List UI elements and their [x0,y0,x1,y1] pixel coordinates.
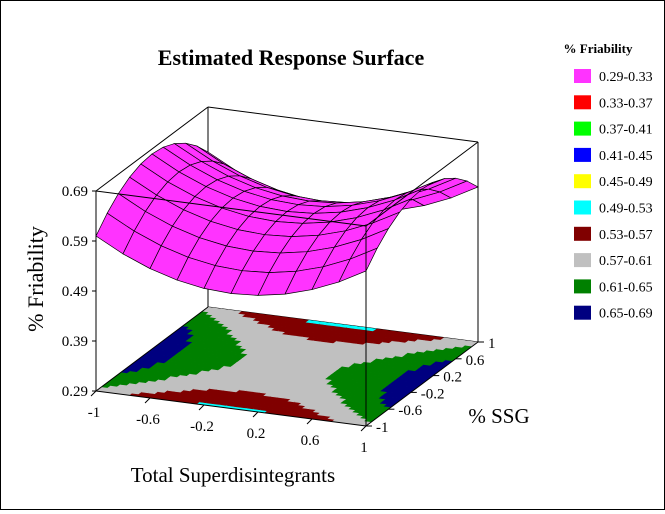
legend-label: 0.57-0.61 [599,254,653,269]
box-edge [95,190,367,227]
chart-title: Estimated Response Surface [158,45,425,70]
z-axis-ticks: 0.29 0.39 0.49 0.59 0.69 [62,184,96,400]
x-tick-mark [198,404,205,411]
response-surface [95,142,479,296]
box-edge [95,106,209,192]
legend-title: % Friability [564,41,633,56]
z-tick-label: 0.69 [62,184,88,200]
x-tick-mark [252,411,259,418]
surface-cell [338,247,378,283]
x-axis-ticks: -1 -0.6 -0.2 0.2 0.6 1 [88,390,368,456]
legend-label: 0.65-0.69 [599,307,653,322]
x-tick-label: -0.2 [190,419,214,435]
legend-label: 0.53-0.57 [599,228,653,243]
legend-swatch [574,279,591,294]
box-front-edges [95,141,479,427]
z-tick-label: 0.29 [62,384,88,400]
x-tick-label: 1 [360,440,368,456]
legend-swatch [574,147,591,162]
z-axis-label: % Friability [23,226,48,332]
legend-swatch [574,226,591,241]
y-tick-label: 1 [488,336,496,352]
box-edge [207,106,479,143]
legend-label: 0.61-0.65 [599,280,653,295]
legend-label: 0.33-0.37 [599,96,653,111]
y-tick-label: -1 [376,420,389,436]
legend-swatch [574,305,591,320]
x-tick-mark [144,397,151,404]
legend-swatch [574,253,591,268]
x-tick-mark [306,418,313,425]
z-tick-label: 0.49 [62,284,88,300]
legend-label: 0.41-0.45 [599,149,653,164]
z-tick-label: 0.39 [62,334,88,350]
x-axis-label: Total Superdisintegrants [131,463,335,487]
legend-swatch [574,200,591,215]
y-tick-label: 0.6 [466,353,485,369]
x-tick-label: 0.6 [301,433,320,449]
y-axis-ticks: -1 -0.6-0.20.20.61 [366,336,496,436]
x-tick-mark [90,390,97,397]
box-edge [365,341,479,427]
legend: % Friability 0.29-0.33 0.33-0.37 0.37-0.41… [564,41,653,322]
x-tick-label: 0.2 [247,426,266,442]
y-tick-label: -0.2 [421,386,445,402]
box-edge [365,141,479,227]
x-tick-label: -0.6 [136,412,160,428]
x-tick-label: -1 [88,405,101,421]
legend-swatch [574,121,591,136]
y-axis-label: % SSG [468,404,529,428]
legend-label: 0.29-0.33 [599,70,653,85]
y-tick-label: -0.6 [398,403,422,419]
legend-swatch [574,95,591,110]
legend-label: 0.37-0.41 [599,123,653,138]
y-tick-label: 0.2 [443,370,462,386]
legend-label: 0.49-0.53 [599,202,653,217]
z-tick-label: 0.59 [62,234,88,250]
box-edge [95,390,367,427]
box-edge [95,306,209,392]
legend-swatch [574,174,591,189]
legend-swatch [574,69,591,83]
x-tick-mark [360,425,367,432]
legend-label: 0.45-0.49 [599,175,653,190]
